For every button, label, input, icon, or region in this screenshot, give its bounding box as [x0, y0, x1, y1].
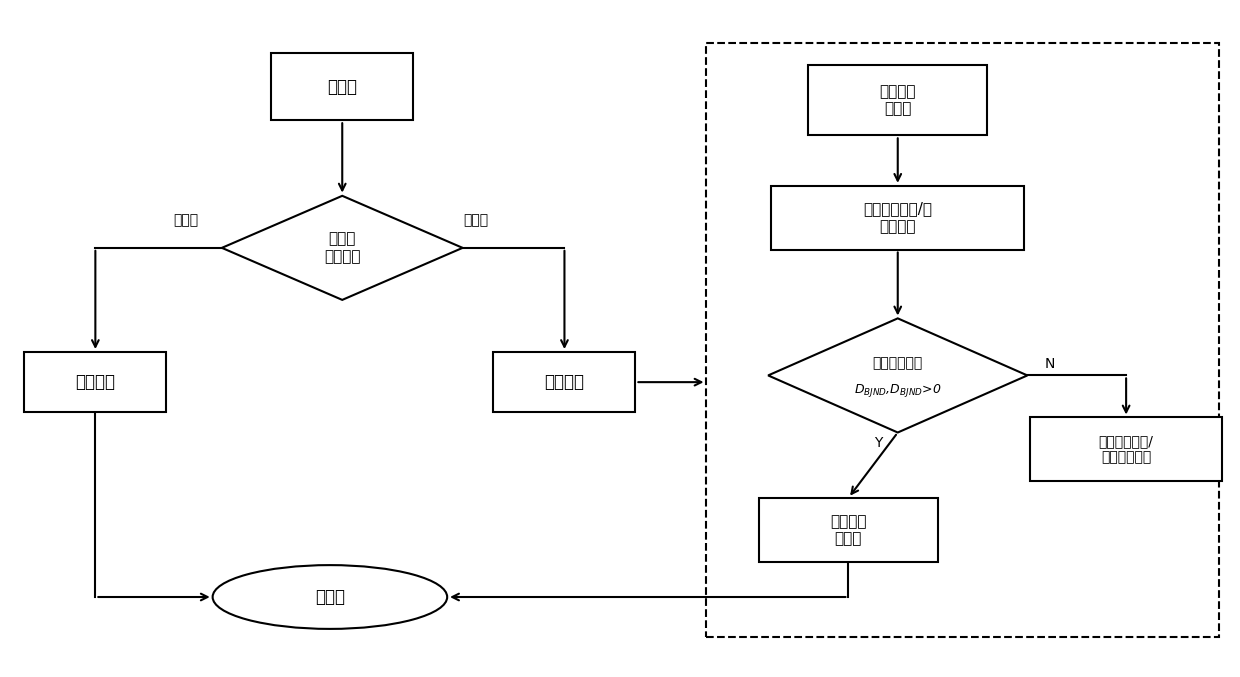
- FancyBboxPatch shape: [1030, 418, 1221, 481]
- Text: 静止块: 静止块: [172, 213, 198, 227]
- Text: 丢失块: 丢失块: [327, 78, 357, 95]
- FancyBboxPatch shape: [759, 498, 937, 562]
- Text: 隐藏块: 隐藏块: [315, 588, 345, 606]
- FancyBboxPatch shape: [494, 352, 635, 412]
- Text: N: N: [1044, 357, 1055, 371]
- Text: 运动补偿: 运动补偿: [544, 373, 584, 391]
- Text: 选择最优运动/
视差矢量恢复: 选择最优运动/ 视差矢量恢复: [1099, 434, 1153, 464]
- FancyBboxPatch shape: [808, 65, 987, 135]
- Polygon shape: [768, 318, 1028, 433]
- Text: 计算匹配准则: 计算匹配准则: [873, 356, 923, 370]
- Text: 运动块: 运动块: [463, 213, 489, 227]
- FancyBboxPatch shape: [707, 43, 1219, 637]
- Text: 直接拷贝: 直接拷贝: [76, 373, 115, 391]
- Text: 视点间视
差搜索: 视点间视 差搜索: [830, 514, 867, 546]
- Text: 自适应尺
寸划分: 自适应尺 寸划分: [879, 84, 916, 116]
- Text: 建立候选运动/视
差矢量集: 建立候选运动/视 差矢量集: [863, 202, 932, 234]
- FancyBboxPatch shape: [771, 185, 1024, 250]
- Text: 确定丢
失块类型: 确定丢 失块类型: [324, 232, 361, 264]
- Polygon shape: [222, 196, 463, 300]
- Ellipse shape: [212, 565, 448, 629]
- FancyBboxPatch shape: [272, 53, 413, 121]
- Text: Y: Y: [874, 435, 882, 450]
- FancyBboxPatch shape: [25, 352, 166, 412]
- Text: $D_{BJND}$,$D_{BJND}$>0: $D_{BJND}$,$D_{BJND}$>0: [854, 382, 941, 399]
